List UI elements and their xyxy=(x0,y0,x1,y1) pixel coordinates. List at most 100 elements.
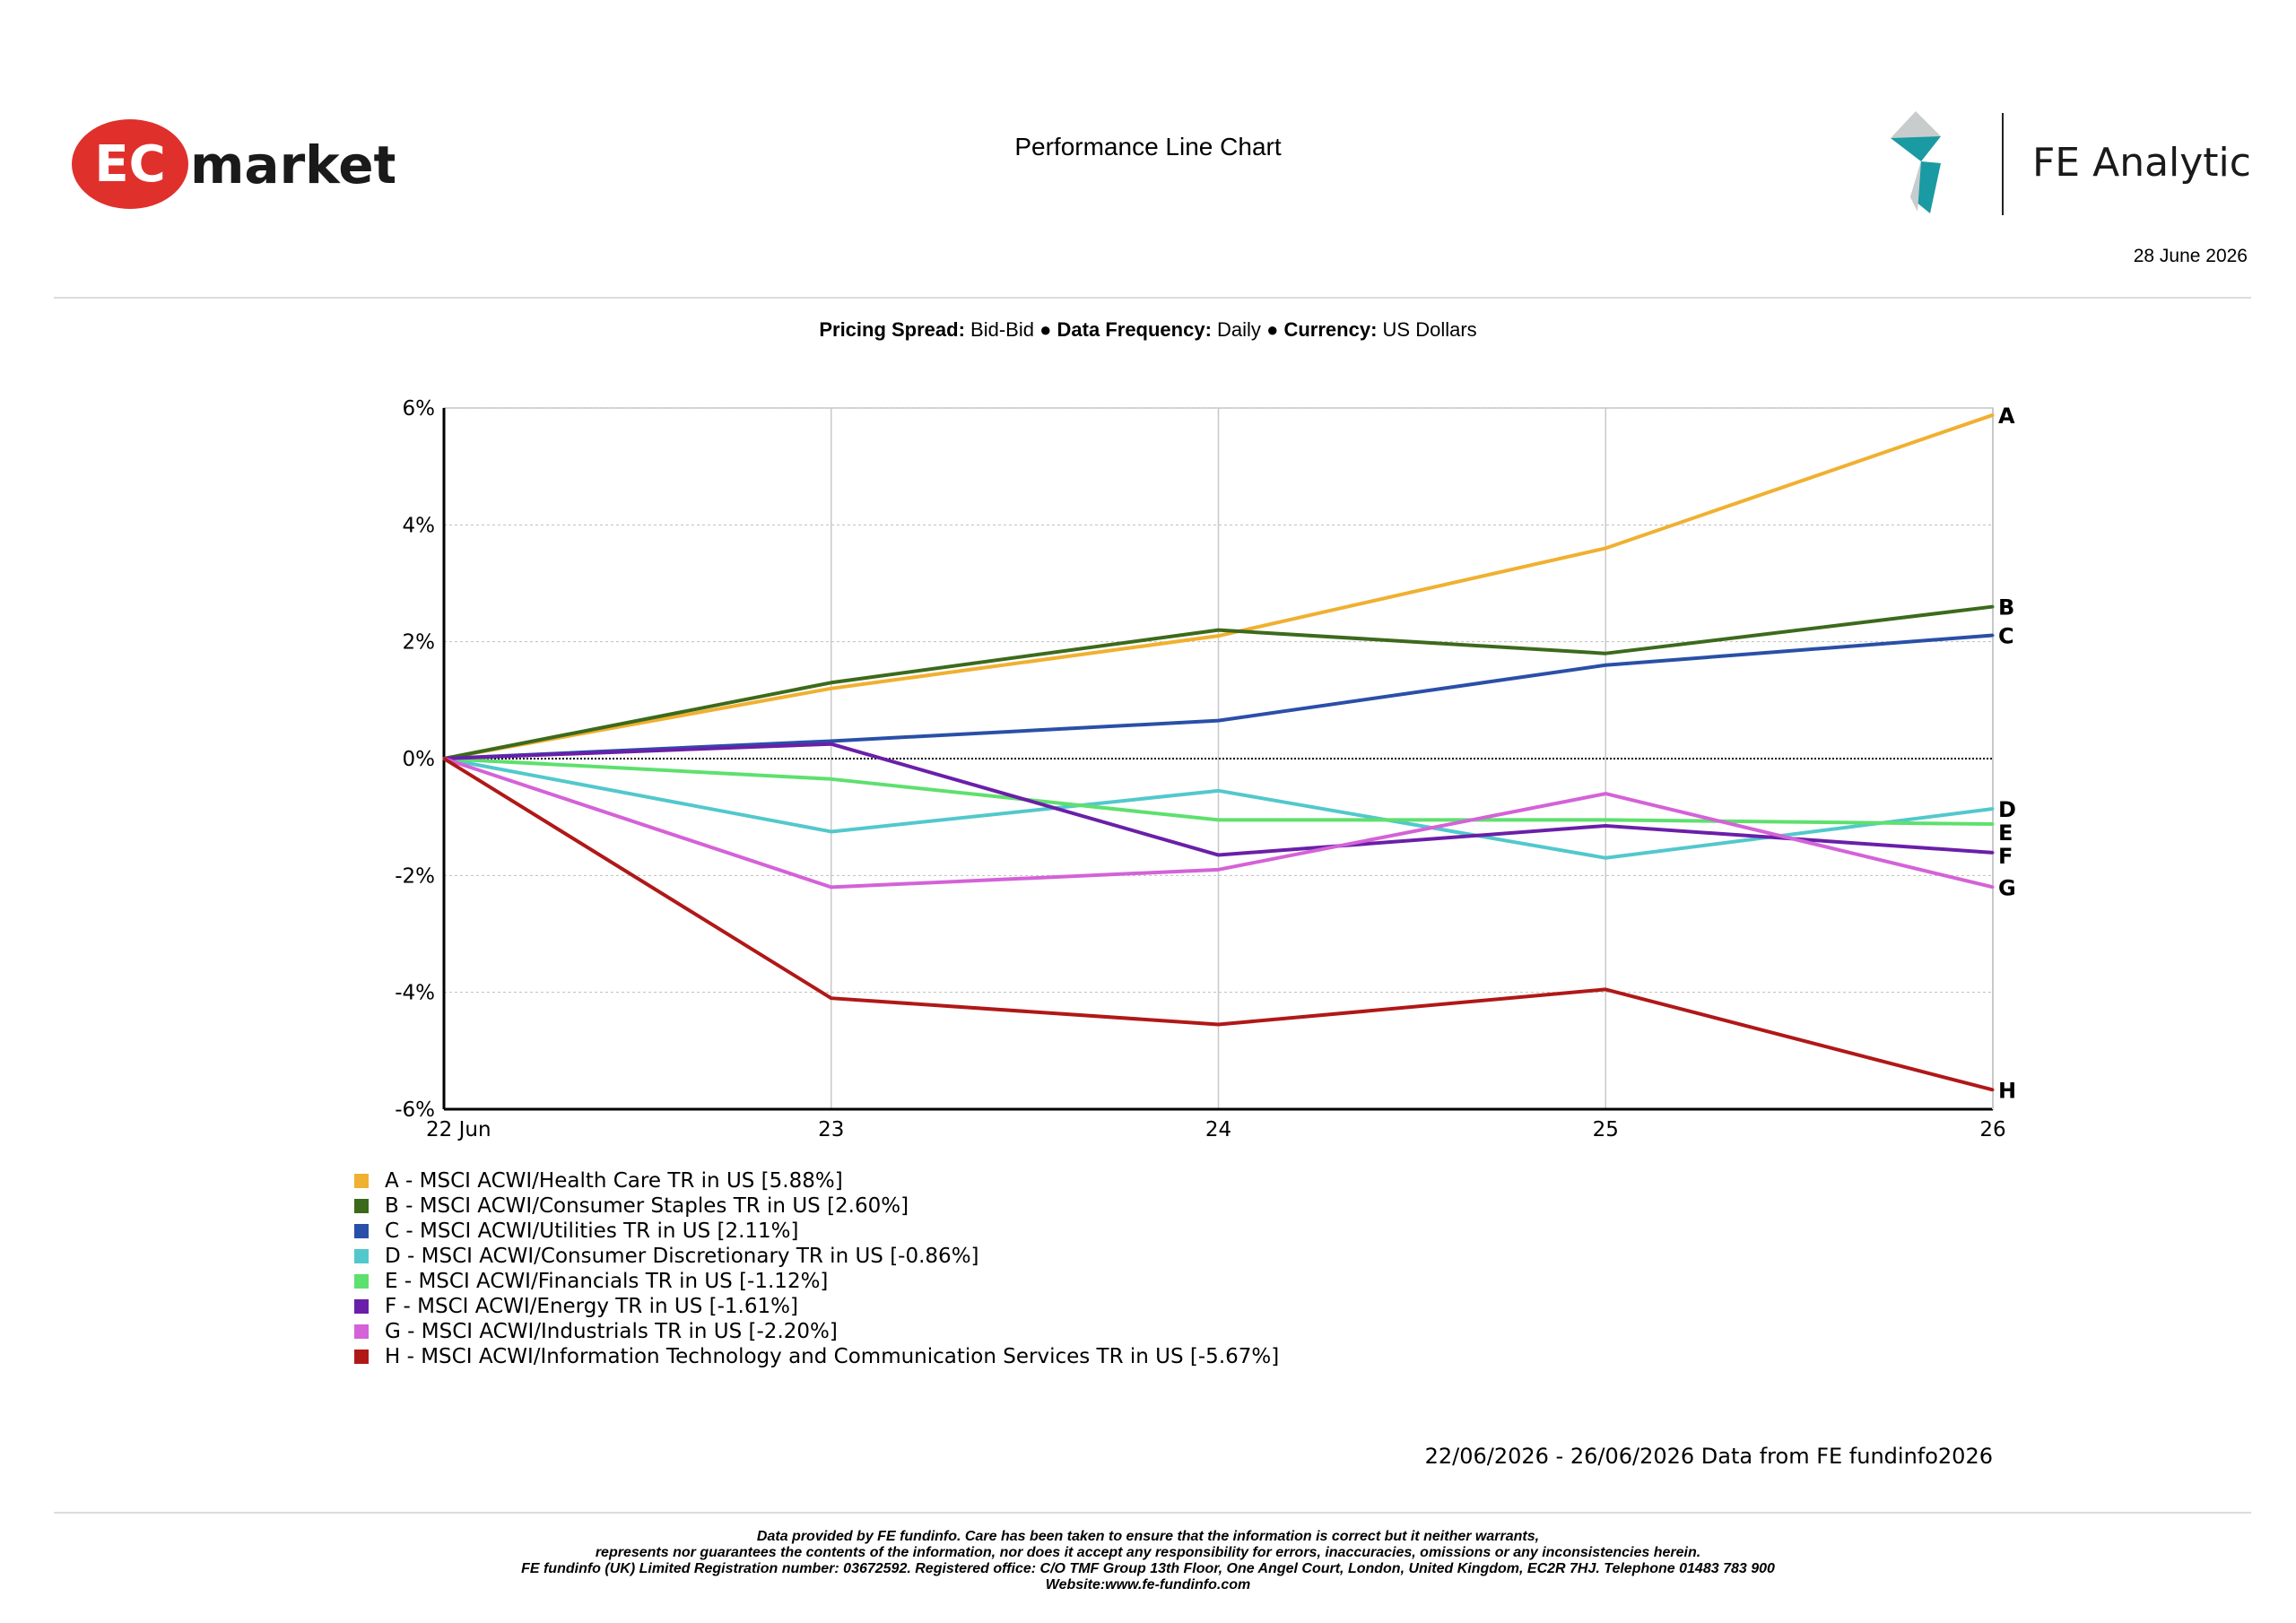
series-point-g xyxy=(830,885,833,889)
disclaimer-line: FE fundinfo (UK) Limited Registration nu… xyxy=(521,1561,1775,1576)
legend-item: G - MSCI ACWI/Industrials TR in US [-2.2… xyxy=(354,1319,1279,1344)
disclaimer-line: Website:www.fe-fundinfo.com xyxy=(1045,1577,1251,1593)
series-point-a xyxy=(1604,546,1607,550)
ec-logo-mark: EC xyxy=(94,135,165,194)
legend-label: F - MSCI ACWI/Energy TR in US [-1.61%] xyxy=(385,1295,798,1318)
series-point-b xyxy=(1604,652,1607,655)
legend-item: H - MSCI ACWI/Information Technology and… xyxy=(354,1344,1279,1369)
series-point-h xyxy=(830,996,833,1000)
disclaimer-line: Data provided by FE fundinfo. Care has b… xyxy=(756,1529,1540,1544)
legend-swatch xyxy=(354,1249,369,1263)
legend-label: A - MSCI ACWI/Health Care TR in US [5.88… xyxy=(385,1169,843,1193)
series-point-c xyxy=(830,739,833,742)
y-tick-label: -4% xyxy=(395,982,435,1005)
series-point-f xyxy=(1991,851,1995,855)
series-end-label: D xyxy=(1998,797,2016,822)
series-point-a xyxy=(1991,413,1995,417)
series-point-h xyxy=(1604,987,1607,991)
legend-swatch xyxy=(354,1350,369,1364)
legend-swatch xyxy=(354,1199,369,1213)
legend-swatch xyxy=(354,1299,369,1314)
legend-item: D - MSCI ACWI/Consumer Discretionary TR … xyxy=(354,1244,1279,1269)
fe-logo-divider xyxy=(2002,113,2004,215)
y-tick-label: 2% xyxy=(403,631,436,655)
fe-logo-wordmark: FE Analytics xyxy=(2032,140,2249,186)
fe-analytics-logo: FE Analytics xyxy=(1891,111,2249,215)
series-point-d xyxy=(1991,807,1995,811)
legend-item: F - MSCI ACWI/Energy TR in US [-1.61%] xyxy=(354,1294,1279,1319)
series-point-d xyxy=(830,829,833,833)
data-source-line: 22/06/2026 - 26/06/2026 Data from FE fun… xyxy=(1424,1444,1993,1469)
separator-dot: ● xyxy=(1266,318,1279,341)
series-point-b xyxy=(1991,605,1995,609)
legend-label: E - MSCI ACWI/Financials TR in US [-1.12… xyxy=(385,1270,829,1293)
series-point-a xyxy=(1217,634,1220,638)
pricing-spread-label: Pricing Spread: xyxy=(819,318,965,341)
series-end-label: H xyxy=(1998,1078,2016,1103)
y-tick-label: -6% xyxy=(395,1098,435,1122)
series-point-h xyxy=(442,757,446,760)
series-point-e xyxy=(830,777,833,781)
legend-label: D - MSCI ACWI/Consumer Discretionary TR … xyxy=(385,1245,979,1268)
disclaimer: Data provided by FE fundinfo. Care has b… xyxy=(0,1529,2296,1593)
legend-label: B - MSCI ACWI/Consumer Staples TR in US … xyxy=(385,1194,909,1218)
currency-value: US Dollars xyxy=(1382,318,1477,341)
disclaimer-line: represents nor guarantees the contents o… xyxy=(595,1545,1701,1560)
chart-settings-line: Pricing Spread: Bid-Bid ● Data Frequency… xyxy=(0,318,2296,342)
legend-item: C - MSCI ACWI/Utilities TR in US [2.11%] xyxy=(354,1219,1279,1244)
separator-dot: ● xyxy=(1039,318,1052,341)
y-tick-label: -2% xyxy=(395,864,435,888)
x-tick-label: 26 xyxy=(1979,1118,2005,1141)
series-point-g xyxy=(1991,885,1995,889)
legend-swatch xyxy=(354,1274,369,1289)
legend-item: E - MSCI ACWI/Financials TR in US [-1.12… xyxy=(354,1269,1279,1294)
page-title: Performance Line Chart xyxy=(1014,133,1282,161)
series-end-label: C xyxy=(1998,623,2014,648)
legend-item: B - MSCI ACWI/Consumer Staples TR in US … xyxy=(354,1193,1279,1219)
series-point-f xyxy=(830,742,833,746)
legend-swatch xyxy=(354,1324,369,1339)
legend-swatch xyxy=(354,1174,369,1188)
series-point-e xyxy=(1604,818,1607,821)
data-frequency-label: Data Frequency: xyxy=(1057,318,1212,341)
series-end-label: B xyxy=(1998,595,2014,621)
series-point-c xyxy=(1217,719,1220,723)
series-point-b xyxy=(830,681,833,684)
series-end-label: F xyxy=(1998,844,2013,869)
series-point-f xyxy=(1604,824,1607,828)
pricing-spread-value: Bid-Bid xyxy=(970,318,1034,341)
legend-label: C - MSCI ACWI/Utilities TR in US [2.11%] xyxy=(385,1219,799,1243)
y-tick-label: 4% xyxy=(403,514,436,537)
x-tick-label: 23 xyxy=(818,1118,844,1141)
series-end-label: A xyxy=(1998,404,2015,429)
y-tick-label: 0% xyxy=(403,748,436,771)
ec-logo-badge xyxy=(72,119,188,209)
series-point-d xyxy=(1604,856,1607,860)
legend-label: H - MSCI ACWI/Information Technology and… xyxy=(385,1345,1280,1368)
series-end-label: G xyxy=(1998,875,2016,900)
x-tick-label: 24 xyxy=(1205,1118,1231,1141)
series-point-h xyxy=(1991,1088,1995,1091)
series-point-a xyxy=(830,687,833,690)
data-frequency-value: Daily xyxy=(1217,318,1261,341)
fe-logo-mark-teal xyxy=(1891,136,1941,161)
series-point-c xyxy=(1991,633,1995,637)
y-tick-label: 6% xyxy=(403,397,436,421)
series-point-h xyxy=(1217,1023,1220,1027)
series-point-g xyxy=(1217,868,1220,872)
series-point-g xyxy=(1604,792,1607,795)
chart-legend: A - MSCI ACWI/Health Care TR in US [5.88… xyxy=(354,1168,1279,1369)
series-point-b xyxy=(1217,629,1220,632)
header-divider xyxy=(54,297,2251,299)
series-point-e xyxy=(1217,818,1220,821)
series-point-d xyxy=(1217,789,1220,793)
footer-divider xyxy=(54,1512,2251,1514)
legend-swatch xyxy=(354,1224,369,1238)
ec-logo-wordmark: markets xyxy=(190,135,395,195)
series-point-c xyxy=(1604,664,1607,667)
x-tick-label: 22 Jun xyxy=(426,1118,491,1141)
x-tick-label: 25 xyxy=(1593,1118,1619,1141)
report-date: 28 June 2026 xyxy=(2133,246,2248,266)
legend-item: A - MSCI ACWI/Health Care TR in US [5.88… xyxy=(354,1168,1279,1193)
